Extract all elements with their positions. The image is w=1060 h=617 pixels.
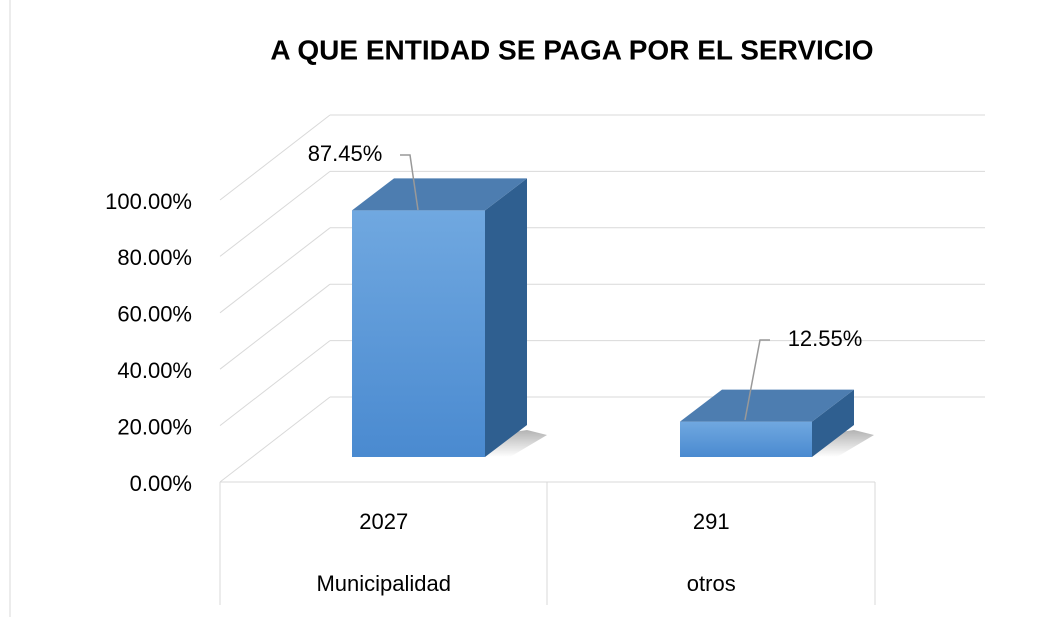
bar (680, 421, 812, 457)
bar-top (680, 389, 854, 422)
data-label: 87.45% (308, 141, 383, 166)
leader-line (744, 339, 770, 421)
grid-line (219, 171, 331, 257)
y-tick-label: 0.00% (130, 471, 192, 496)
x-tick-label: otros (687, 571, 736, 596)
bar-top (352, 178, 527, 211)
bar-side (485, 178, 527, 458)
bar-side (812, 389, 854, 457)
grid-line (219, 396, 331, 483)
y-tick-label: 80.00% (117, 245, 192, 270)
y-tick-label: 40.00% (117, 358, 192, 383)
category-count: 2027 (359, 509, 408, 534)
y-tick-label: 100.00% (105, 189, 192, 214)
leader-line (400, 154, 419, 211)
grid-line (219, 283, 331, 370)
data-label: 12.55% (788, 326, 863, 351)
y-tick-label: 20.00% (117, 414, 192, 439)
bar (352, 210, 485, 457)
category-count: 291 (693, 509, 730, 534)
x-tick-label: Municipalidad (316, 571, 451, 596)
chart-title: A QUE ENTIDAD SE PAGA POR EL SERVICIO (270, 34, 873, 65)
grid-line (219, 114, 331, 201)
grid-line (219, 227, 331, 314)
grid-line (219, 340, 331, 426)
y-tick-label: 60.00% (117, 302, 192, 327)
